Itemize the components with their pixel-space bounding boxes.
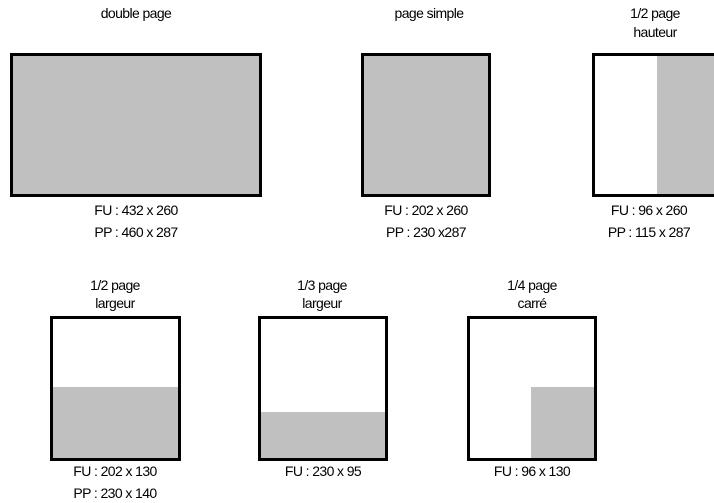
size-fu-half-page-width: FU : 202 x 130 bbox=[73, 463, 157, 479]
format-quarter-page-square bbox=[467, 316, 597, 461]
title-half-page-height-line2: hauteur bbox=[633, 24, 677, 40]
fill-area bbox=[261, 412, 385, 458]
size-fu-half-page-height: FU : 96 x 260 bbox=[610, 202, 688, 218]
format-third-page-width bbox=[258, 316, 388, 461]
size-fu-page-simple: FU : 202 x 260 bbox=[384, 202, 468, 218]
title-half-page-height-line1: 1/2 page bbox=[630, 5, 680, 21]
format-half-page-width bbox=[50, 316, 181, 461]
fill-area bbox=[364, 56, 488, 194]
size-fu-third-page-width: FU : 230 x 95 bbox=[284, 463, 362, 479]
format-half-page-height bbox=[592, 53, 714, 197]
format-page-simple bbox=[361, 53, 491, 197]
title-double-page: double page bbox=[100, 5, 172, 21]
size-pp-page-simple: PP : 230 x287 bbox=[386, 224, 467, 240]
format-double-page bbox=[10, 53, 262, 197]
fill-area bbox=[13, 56, 259, 194]
title-half-page-width-line1: 1/2 page bbox=[90, 277, 140, 293]
size-fu-double-page: FU : 432 x 260 bbox=[94, 202, 178, 218]
size-pp-half-page-height: PP : 115 x 287 bbox=[607, 224, 691, 240]
size-fu-quarter-page-square: FU : 96 x 130 bbox=[493, 463, 571, 479]
title-page-simple: page simple bbox=[394, 5, 464, 21]
title-half-page-width-line2: largeur bbox=[95, 295, 135, 311]
title-quarter-page-square-line2: carré bbox=[517, 295, 548, 311]
title-third-page-width-line1: 1/3 page bbox=[297, 277, 347, 293]
title-quarter-page-square-line1: 1/4 page bbox=[507, 277, 557, 293]
size-pp-double-page: PP : 460 x 287 bbox=[94, 224, 178, 240]
title-third-page-width-line2: largeur bbox=[302, 295, 342, 311]
fill-area bbox=[657, 56, 714, 194]
fill-area bbox=[531, 387, 594, 458]
fill-area bbox=[53, 387, 178, 458]
size-pp-half-page-width: PP : 230 x 140 bbox=[73, 485, 157, 501]
